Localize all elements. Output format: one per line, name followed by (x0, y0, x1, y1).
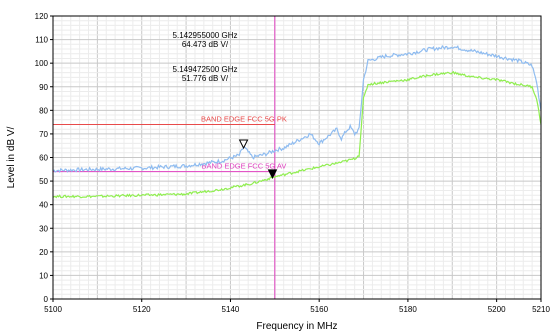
marker-frequency-label: 5.142955000 GHz (173, 31, 238, 40)
y-tick-label: 0 (44, 295, 49, 304)
y-tick-label: 80 (39, 106, 48, 115)
limit-lines: BAND EDGE FCC 5G PK BAND EDGE FCC 5G AV (53, 16, 287, 299)
marker-level-label: 51.776 dB V/ (182, 74, 229, 83)
x-tick-label: 5180 (399, 305, 417, 314)
x-axis-label: Frequency in MHz (256, 321, 337, 332)
grid (52, 15, 542, 300)
y-tick-label: 30 (39, 224, 48, 233)
y-axis-label: Level in dB V/ (6, 126, 17, 188)
marker-triangle-filled (267, 169, 278, 180)
y-tick-label: 60 (39, 154, 48, 163)
y-tick-label: 70 (39, 130, 48, 139)
series-line-1 (52, 70, 542, 199)
y-tick-label: 120 (35, 12, 49, 21)
x-tick-label: 5120 (133, 305, 151, 314)
x-tick-label: 5200 (488, 305, 506, 314)
limit-line-label: BAND EDGE FCC 5G AV (201, 162, 286, 171)
y-tick-label: 50 (39, 177, 48, 186)
limit-line-label: BAND EDGE FCC 5G PK (201, 114, 287, 123)
y-tick-label: 10 (39, 271, 48, 280)
y-tick-label: 20 (39, 248, 48, 257)
x-tick-label: 5100 (44, 305, 62, 314)
series-line-0 (52, 44, 542, 174)
marker-level-label: 64.473 dB V/ (182, 40, 229, 49)
series-group (52, 44, 542, 199)
x-tick-label: 5140 (222, 305, 240, 314)
marker-frequency-label: 5.149472500 GHz (173, 65, 238, 74)
y-tick-label: 40 (39, 201, 48, 210)
y-tick-label: 100 (35, 59, 49, 68)
marker-triangle-hollow (238, 139, 249, 150)
x-tick-label: 5160 (310, 305, 328, 314)
y-tick-label: 110 (35, 36, 48, 45)
axes: 0 10 20 30 40 50 60 70 80 90 100 110 120 5100 5120 5140… (35, 12, 551, 314)
x-tick-label: 5210 (532, 305, 550, 314)
y-tick-label: 90 (39, 83, 48, 92)
